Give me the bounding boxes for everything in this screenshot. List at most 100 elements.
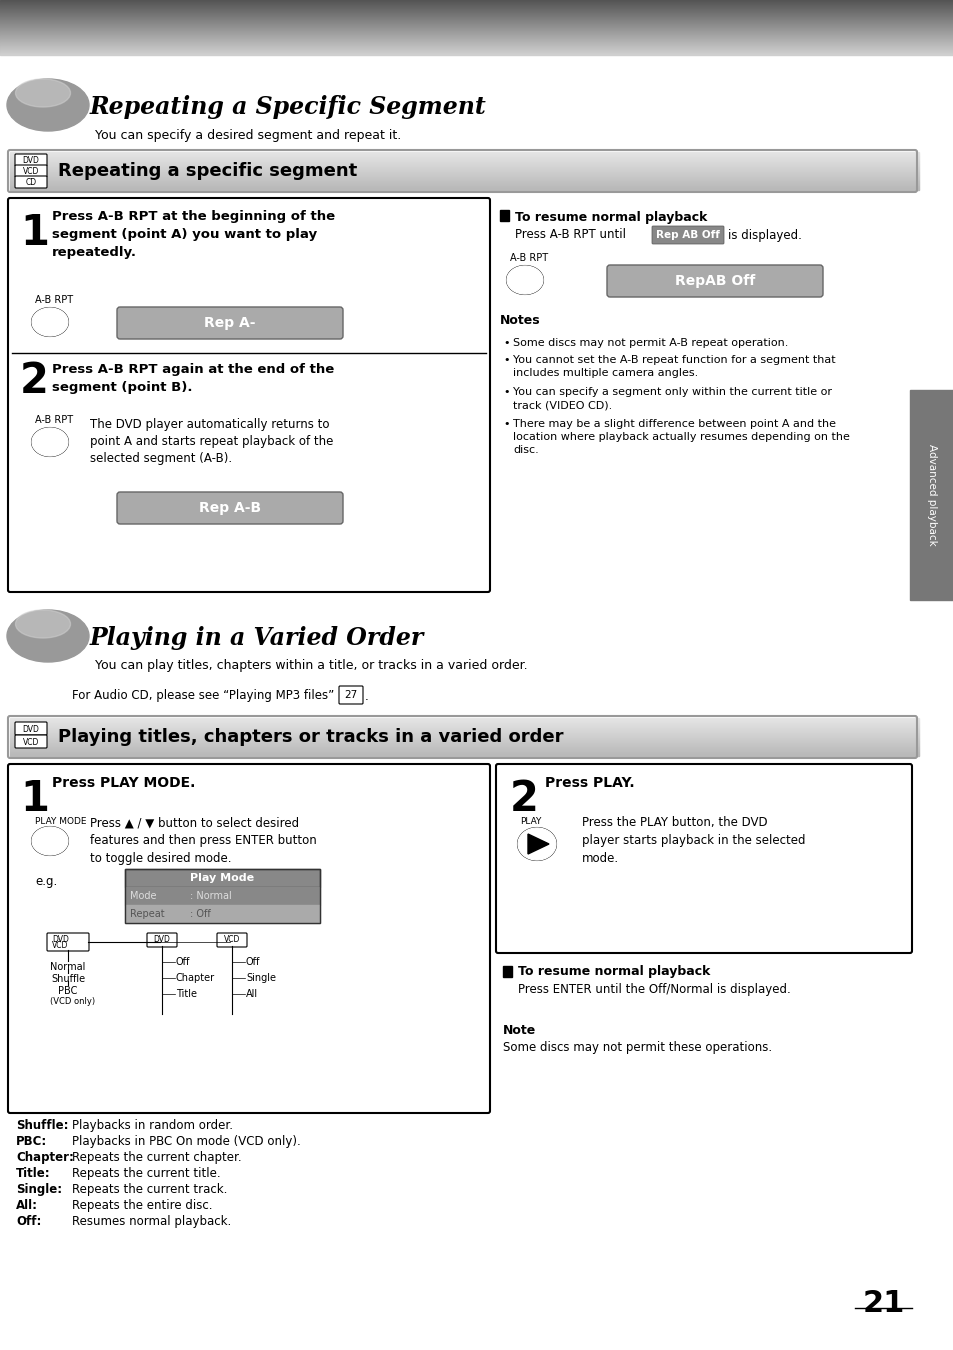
FancyBboxPatch shape bbox=[15, 154, 47, 166]
Text: PBC:: PBC: bbox=[16, 1135, 48, 1148]
FancyBboxPatch shape bbox=[8, 198, 490, 593]
Text: 27: 27 bbox=[344, 690, 357, 701]
FancyBboxPatch shape bbox=[496, 764, 911, 953]
Text: VCD: VCD bbox=[23, 738, 39, 747]
Text: •: • bbox=[502, 387, 509, 397]
FancyBboxPatch shape bbox=[338, 686, 363, 703]
Text: DVD: DVD bbox=[23, 157, 39, 165]
Text: All:: All: bbox=[16, 1199, 38, 1212]
Text: Repeating a Specific Segment: Repeating a Specific Segment bbox=[90, 95, 486, 119]
Text: Title: Title bbox=[175, 990, 196, 999]
Text: PLAY MODE: PLAY MODE bbox=[35, 817, 87, 825]
Text: Shuffle:: Shuffle: bbox=[16, 1119, 69, 1133]
Text: VCD: VCD bbox=[52, 941, 69, 949]
Text: All: All bbox=[246, 990, 258, 999]
Text: Repeating a specific segment: Repeating a specific segment bbox=[58, 162, 356, 180]
Text: •: • bbox=[502, 355, 509, 364]
Bar bbox=[499, 211, 509, 221]
Text: is displayed.: is displayed. bbox=[727, 228, 801, 242]
Text: There may be a slight difference between point A and the
location where playback: There may be a slight difference between… bbox=[513, 418, 849, 455]
FancyBboxPatch shape bbox=[8, 764, 490, 1112]
Text: Some discs may not permit A-B repeat operation.: Some discs may not permit A-B repeat ope… bbox=[513, 338, 787, 348]
Text: Chapter: Chapter bbox=[175, 973, 214, 983]
Text: VCD: VCD bbox=[224, 936, 240, 945]
Text: Repeats the current title.: Repeats the current title. bbox=[71, 1166, 220, 1180]
Text: 21: 21 bbox=[862, 1289, 904, 1318]
Ellipse shape bbox=[32, 428, 68, 456]
FancyBboxPatch shape bbox=[117, 306, 343, 339]
Text: •: • bbox=[502, 418, 509, 429]
FancyBboxPatch shape bbox=[125, 869, 319, 887]
Text: Some discs may not permit these operations.: Some discs may not permit these operatio… bbox=[502, 1041, 771, 1054]
Text: Press ▲ / ▼ button to select desired
features and then press ENTER button
to tog: Press ▲ / ▼ button to select desired fea… bbox=[90, 815, 316, 865]
Text: .: . bbox=[365, 690, 369, 702]
Text: Single: Single bbox=[246, 973, 275, 983]
Text: A-B RPT: A-B RPT bbox=[35, 414, 73, 425]
FancyBboxPatch shape bbox=[47, 933, 89, 950]
Text: PBC: PBC bbox=[58, 986, 77, 996]
Text: CD: CD bbox=[26, 178, 36, 188]
Text: You cannot set the A-B repeat function for a segment that
includes multiple came: You cannot set the A-B repeat function f… bbox=[513, 355, 835, 378]
Text: To resume normal playback: To resume normal playback bbox=[515, 211, 706, 224]
Text: : Off: : Off bbox=[190, 909, 211, 919]
Text: 2: 2 bbox=[20, 360, 49, 402]
Text: Repeats the entire disc.: Repeats the entire disc. bbox=[71, 1199, 213, 1212]
Text: Press A-B RPT until: Press A-B RPT until bbox=[515, 228, 625, 242]
Text: •: • bbox=[502, 338, 509, 348]
FancyBboxPatch shape bbox=[117, 491, 343, 524]
Text: RepAB Off: RepAB Off bbox=[674, 274, 755, 288]
Text: Repeat: Repeat bbox=[130, 909, 165, 919]
FancyBboxPatch shape bbox=[216, 933, 247, 946]
Text: For Audio CD, please see “Playing MP3 files”: For Audio CD, please see “Playing MP3 fi… bbox=[71, 690, 337, 702]
Text: The DVD player automatically returns to
point A and starts repeat playback of th: The DVD player automatically returns to … bbox=[90, 418, 333, 464]
Text: Press ENTER until the Off/Normal is displayed.: Press ENTER until the Off/Normal is disp… bbox=[517, 983, 790, 995]
Text: VCD: VCD bbox=[23, 167, 39, 176]
Text: Normal: Normal bbox=[51, 963, 86, 972]
FancyBboxPatch shape bbox=[606, 265, 822, 297]
Text: Single:: Single: bbox=[16, 1183, 62, 1196]
Bar bbox=[125, 887, 319, 905]
Text: Playbacks in random order.: Playbacks in random order. bbox=[71, 1119, 233, 1133]
Ellipse shape bbox=[517, 828, 556, 860]
FancyBboxPatch shape bbox=[15, 722, 47, 734]
Text: Press PLAY MODE.: Press PLAY MODE. bbox=[52, 776, 195, 790]
FancyBboxPatch shape bbox=[15, 176, 47, 188]
Ellipse shape bbox=[15, 80, 71, 107]
Text: Notes: Notes bbox=[499, 313, 540, 327]
Text: DVD: DVD bbox=[23, 725, 39, 734]
FancyBboxPatch shape bbox=[15, 734, 47, 748]
Text: Press the PLAY button, the DVD
player starts playback in the selected
mode.: Press the PLAY button, the DVD player st… bbox=[581, 815, 804, 865]
Text: Playing in a Varied Order: Playing in a Varied Order bbox=[90, 626, 424, 649]
Text: Note: Note bbox=[502, 1025, 536, 1038]
Text: You can specify a segment only within the current title or
track (VIDEO CD).: You can specify a segment only within th… bbox=[513, 387, 831, 410]
Text: Press A-B RPT at the beginning of the
segment (point A) you want to play
repeate: Press A-B RPT at the beginning of the se… bbox=[52, 211, 335, 259]
Text: Chapter:: Chapter: bbox=[16, 1152, 73, 1164]
Text: Repeats the current track.: Repeats the current track. bbox=[71, 1183, 227, 1196]
Text: A-B RPT: A-B RPT bbox=[510, 252, 548, 263]
Text: To resume normal playback: To resume normal playback bbox=[517, 965, 710, 979]
Bar bbox=[125, 869, 319, 923]
FancyBboxPatch shape bbox=[651, 225, 723, 244]
Text: Shuffle: Shuffle bbox=[51, 973, 85, 984]
Ellipse shape bbox=[7, 80, 89, 131]
Ellipse shape bbox=[32, 828, 68, 855]
Text: DVD: DVD bbox=[52, 934, 69, 944]
Text: Mode: Mode bbox=[130, 891, 156, 900]
Text: A-B RPT: A-B RPT bbox=[35, 296, 73, 305]
Text: Resumes normal playback.: Resumes normal playback. bbox=[71, 1215, 231, 1228]
Polygon shape bbox=[527, 834, 548, 855]
Text: Title:: Title: bbox=[16, 1166, 51, 1180]
Ellipse shape bbox=[506, 266, 542, 294]
Text: Press A-B RPT again at the end of the
segment (point B).: Press A-B RPT again at the end of the se… bbox=[52, 363, 334, 394]
Text: e.g.: e.g. bbox=[35, 875, 57, 887]
Text: Rep A-: Rep A- bbox=[204, 316, 255, 329]
Text: 1: 1 bbox=[20, 212, 49, 254]
Text: Playbacks in PBC On mode (VCD only).: Playbacks in PBC On mode (VCD only). bbox=[71, 1135, 300, 1148]
Text: Play Mode: Play Mode bbox=[191, 873, 254, 883]
Text: You can specify a desired segment and repeat it.: You can specify a desired segment and re… bbox=[95, 128, 401, 142]
FancyBboxPatch shape bbox=[147, 933, 177, 946]
Text: DVD: DVD bbox=[153, 936, 171, 945]
Text: Off: Off bbox=[175, 957, 191, 967]
Text: Off:: Off: bbox=[16, 1215, 41, 1228]
Text: Advanced playback: Advanced playback bbox=[926, 444, 936, 545]
